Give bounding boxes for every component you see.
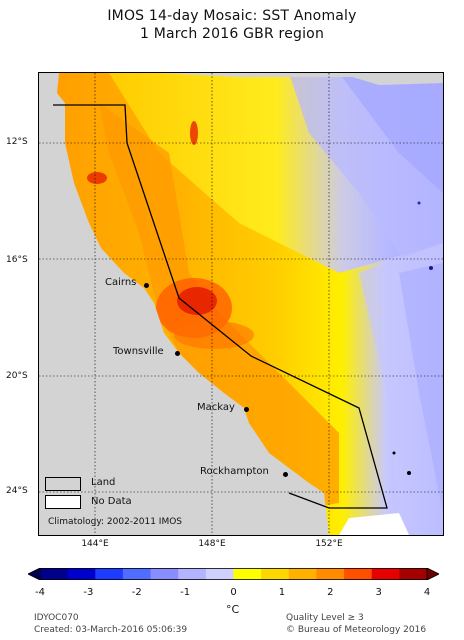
created-timestamp: Created: 03-March-2016 05:06:39 [34, 625, 188, 635]
lon-label-148e: 148°E [198, 539, 226, 549]
colorbar-segment [344, 568, 373, 580]
lon-label-144e: 144°E [81, 539, 109, 549]
sst-map: Land No Data Climatology: 2002-2011 IMOS… [38, 72, 444, 536]
lat-label-24s: 24°S [6, 486, 28, 496]
city-label-cairns: Cairns [105, 277, 137, 288]
legend-nodata-label: No Data [91, 496, 132, 507]
colorbar-tick-label: 2 [327, 587, 334, 598]
colorbar-tick-label: 0 [230, 587, 237, 598]
colorbar-segment [316, 568, 345, 580]
colorbar-segment [40, 568, 69, 580]
colorbar-tick-label: 1 [278, 587, 286, 598]
copyright: © Bureau of Meteorology 2016 [286, 625, 427, 635]
lat-label-16s: 16°S [6, 255, 28, 265]
climatology-note: Climatology: 2002-2011 IMOS [48, 517, 183, 527]
colorbar-segment [150, 568, 179, 580]
lat-label-12s: 12°S [6, 137, 28, 147]
map-subtitle: 1 March 2016 GBR region [139, 26, 325, 42]
colorbar-tick-label: -2 [131, 587, 142, 598]
colorbar-tick-label: -4 [35, 587, 45, 598]
colorbar-tick-label: -3 [83, 587, 94, 598]
map-title: IMOS 14-day Mosaic: SST Anomaly [107, 8, 357, 24]
product-id: IDYOC070 [34, 613, 79, 623]
legend-land-label: Land [91, 477, 116, 488]
city-label-townsville: Townsville [113, 346, 164, 357]
legend-nodata-swatch [45, 495, 81, 509]
colorbar-segment [178, 568, 207, 580]
city-marker-mackay [244, 407, 249, 412]
sst-colorbar [28, 568, 439, 580]
colorbar-unit: °C [226, 603, 240, 616]
colorbar-segment [233, 568, 262, 580]
city-label-mackay: Mackay [197, 402, 235, 413]
colorbar-segment [205, 568, 234, 580]
colorbar-segment [67, 568, 96, 580]
lat-label-20s: 20°S [6, 371, 28, 381]
colorbar-tick-label: 3 [375, 587, 382, 598]
city-label-rockhampton: Rockhampton [200, 466, 269, 477]
colorbar-over-arrow [426, 568, 439, 580]
colorbar-segment [288, 568, 317, 580]
colorbar-tick-label: -1 [180, 587, 191, 598]
colorbar-segment [261, 568, 290, 580]
colorbar-segment [95, 568, 124, 580]
colorbar-segment [122, 568, 152, 580]
colorbar-under-arrow [28, 568, 41, 580]
quality-level: Quality Level ≥ 3 [286, 613, 364, 623]
lon-label-152e: 152°E [315, 539, 343, 549]
colorbar-segment [399, 568, 428, 580]
city-marker-rockhampton [283, 472, 288, 477]
city-marker-townsville [175, 351, 180, 356]
sst-anomaly-raster [39, 73, 443, 535]
colorbar-segment [371, 568, 400, 580]
colorbar-tick-label: 4 [423, 587, 431, 598]
legend-land-swatch [45, 477, 81, 491]
city-marker-cairns [144, 283, 149, 288]
